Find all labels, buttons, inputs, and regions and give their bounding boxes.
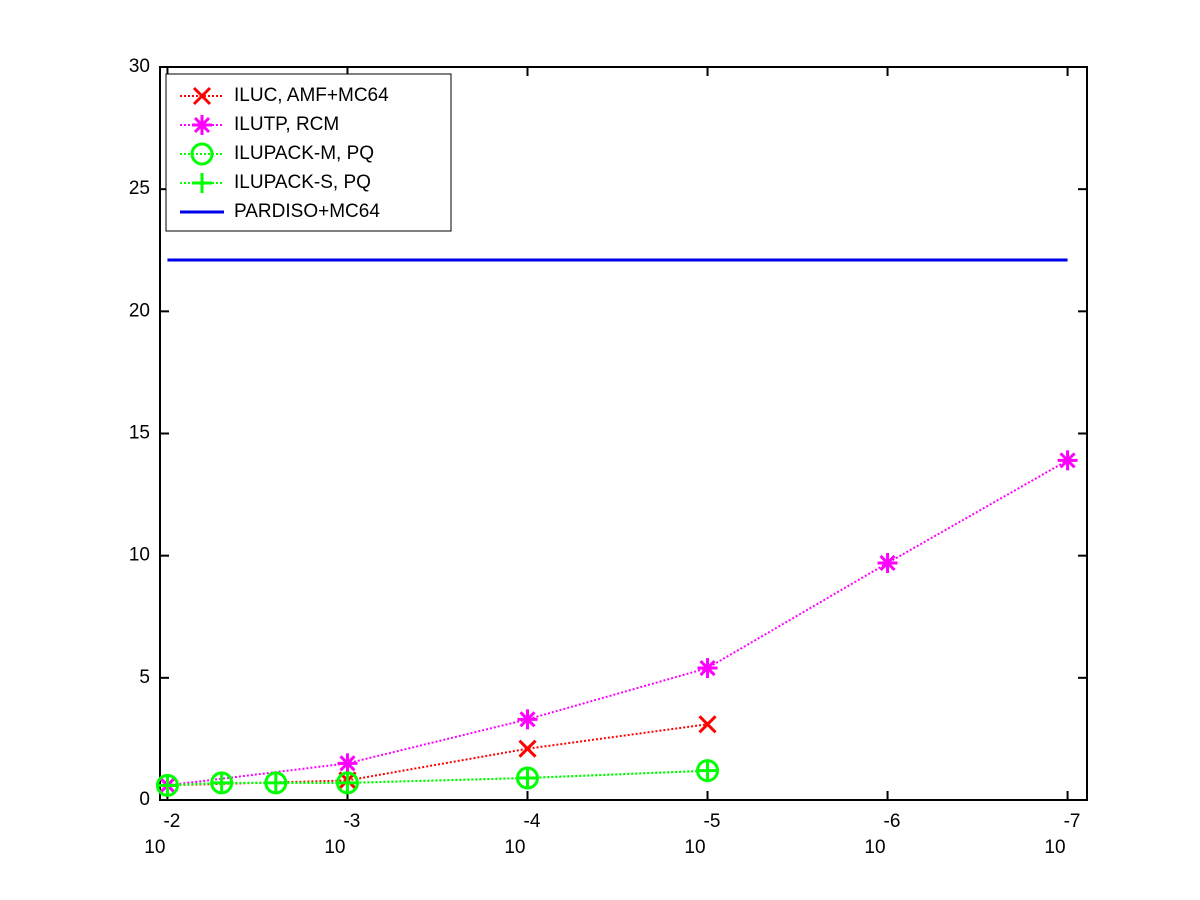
legend-box (165, 73, 452, 232)
marker (877, 552, 898, 573)
y-tick-label: 15 (129, 423, 150, 444)
legend: ILUC, AMF+MC64 ILUTP, RCM ILUPACK-M, PQ ILU… (165, 73, 452, 232)
marker-stroke (339, 755, 356, 772)
y-tick-label: 0 (139, 789, 150, 810)
y-tick-label: 25 (129, 178, 150, 199)
x-tick-label: 10 (864, 837, 885, 858)
legend-label: ILUPACK-S, PQ (234, 172, 371, 193)
marker-stroke (518, 739, 537, 758)
x-tick-exponent: -5 (704, 811, 721, 832)
marker (211, 772, 232, 793)
y-tick-label: 30 (129, 56, 150, 77)
marker (192, 86, 212, 106)
marker (192, 173, 212, 193)
marker (337, 753, 358, 774)
marker-stroke (698, 715, 717, 734)
marker (698, 715, 717, 734)
x-tick-exponent: -2 (163, 811, 180, 832)
marker (190, 142, 214, 166)
marker (517, 709, 538, 730)
marker-stroke (192, 86, 212, 106)
legend-label: PARDISO+MC64 (234, 201, 380, 222)
x-tick-exponent: -3 (343, 811, 360, 832)
x-tick-label: 10 (684, 837, 705, 858)
y-tick-label: 20 (129, 300, 150, 321)
y-tick-label: 5 (139, 667, 150, 688)
x-tick-label: 10 (144, 837, 165, 858)
marker-stroke (879, 554, 896, 572)
marker (697, 760, 718, 781)
marker-stroke (519, 711, 536, 728)
legend-label: ILUC, AMF+MC64 (234, 85, 389, 106)
series-line (167, 723, 708, 787)
series-line (167, 459, 1069, 787)
marker (265, 772, 286, 793)
marker-stroke (193, 116, 211, 134)
marker (157, 775, 178, 796)
marker (697, 658, 718, 679)
marker (518, 739, 537, 758)
x-tick-label: 10 (324, 837, 345, 858)
marker-stroke (699, 659, 716, 677)
marker-circle (190, 142, 214, 166)
x-tick-label: 10 (504, 837, 525, 858)
x-tick-exponent: -6 (884, 811, 901, 832)
marker-stroke (1059, 452, 1076, 469)
marker (337, 772, 358, 793)
legend-label: ILUTP, RCM (234, 114, 339, 135)
x-tick-label: 10 (1044, 837, 1065, 858)
marker (1057, 450, 1078, 471)
marker (517, 768, 538, 789)
x-tick-exponent: -4 (524, 811, 541, 832)
y-tick-label: 10 (129, 545, 150, 566)
x-tick-exponent: -7 (1064, 811, 1081, 832)
legend-label: ILUPACK-M, PQ (234, 143, 374, 164)
marker (192, 115, 212, 135)
